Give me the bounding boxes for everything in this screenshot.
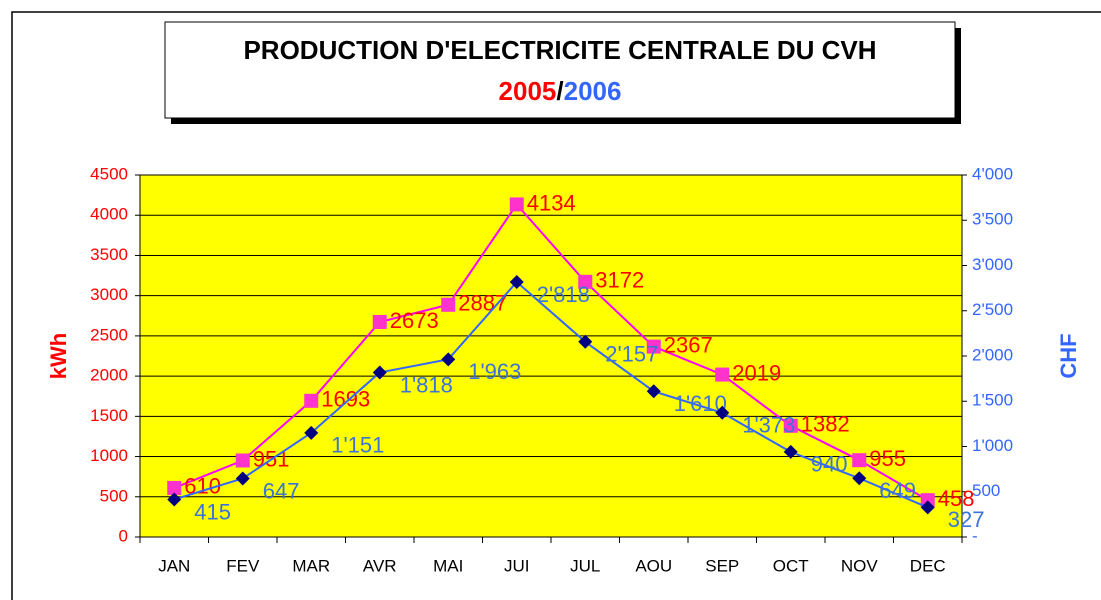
x-tick-label: FEV: [226, 556, 260, 575]
subtitle-year: 2005: [499, 76, 557, 106]
y2-tick-label: -: [972, 526, 978, 545]
marker: [783, 444, 798, 459]
chart-subtitle: 2005/2006: [499, 76, 622, 106]
data-label: 1'373: [742, 413, 795, 438]
y2-tick-label: 2'500: [972, 300, 1013, 319]
marker: [441, 297, 456, 312]
y-tick-label: 2000: [90, 366, 128, 385]
marker: [715, 367, 730, 382]
y-tick-label: 500: [100, 486, 128, 505]
data-label: 649: [879, 478, 916, 503]
marker: [783, 418, 798, 433]
marker: [235, 453, 250, 468]
marker: [372, 314, 387, 329]
marker: [852, 471, 867, 486]
marker: [578, 274, 593, 289]
data-label: 1'151: [331, 433, 384, 458]
x-tick-label: AVR: [363, 556, 397, 575]
y-tick-label: 4000: [90, 205, 128, 224]
marker: [304, 425, 319, 440]
y-tick-label: 2500: [90, 325, 128, 344]
data-label: 1693: [321, 387, 370, 412]
y-axis-label: kWh: [46, 333, 71, 379]
data-label: 955: [869, 446, 906, 471]
x-tick-label: OCT: [773, 556, 809, 575]
y-tick-label: 3000: [90, 285, 128, 304]
data-label: 2887: [458, 291, 507, 316]
data-label: 2367: [664, 332, 713, 357]
marker: [167, 492, 182, 507]
y-tick-label: 4500: [90, 164, 128, 183]
chart-title: PRODUCTION D'ELECTRICITE CENTRALE DU CVH: [243, 35, 876, 65]
x-tick-label: DEC: [910, 556, 946, 575]
subtitle-separator: /: [556, 76, 563, 106]
plot-area: [139, 174, 963, 538]
series-line: [173, 280, 929, 509]
marker: [167, 480, 182, 495]
marker: [235, 471, 250, 486]
data-label: 2673: [390, 308, 439, 333]
data-label: 4134: [527, 190, 576, 215]
data-label: 458: [938, 486, 975, 511]
x-tick-label: NOV: [841, 556, 879, 575]
marker: [646, 339, 661, 354]
y2-tick-label: 3'500: [972, 210, 1013, 229]
data-label: 2019: [732, 360, 781, 385]
y-tick-label: 1500: [90, 406, 128, 425]
y-tick-label: 1000: [90, 446, 128, 465]
data-label: 2'818: [537, 282, 590, 307]
series-line: [173, 202, 929, 502]
title-box: [164, 21, 956, 119]
subtitle-year: 2006: [564, 76, 622, 106]
data-label: 3172: [595, 268, 644, 293]
marker: [920, 500, 935, 515]
x-tick-label: JUI: [504, 556, 530, 575]
marker: [920, 493, 935, 508]
x-tick-label: JUL: [570, 556, 600, 575]
marker: [715, 405, 730, 420]
marker: [646, 384, 661, 399]
data-label: 2'157: [605, 342, 658, 367]
y2-tick-label: 500: [972, 481, 1000, 500]
y2-tick-label: 4'000: [972, 164, 1013, 183]
marker: [304, 393, 319, 408]
y-tick-label: 3500: [90, 245, 128, 264]
marker: [852, 453, 867, 468]
data-label: 1'818: [400, 372, 453, 397]
y2-tick-label: 1'500: [972, 391, 1013, 410]
data-label: 647: [263, 478, 300, 503]
y2-tick-label: 2'000: [972, 345, 1013, 364]
y-tick-label: 0: [119, 526, 128, 545]
y2-axis-label: CHF: [1056, 333, 1081, 378]
x-tick-label: JAN: [158, 556, 190, 575]
marker: [578, 334, 593, 349]
data-label: 1'963: [468, 359, 521, 384]
y2-tick-label: 1'000: [972, 436, 1013, 455]
x-tick-label: AOU: [635, 556, 672, 575]
x-tick-label: MAI: [433, 556, 463, 575]
x-tick-label: MAR: [292, 556, 330, 575]
marker: [372, 365, 387, 380]
data-label: 1382: [801, 412, 850, 437]
data-label: 415: [194, 499, 231, 524]
x-tick-label: SEP: [705, 556, 739, 575]
data-label: 940: [811, 452, 848, 477]
data-label: 327: [948, 507, 985, 532]
marker: [509, 197, 524, 212]
marker: [509, 274, 524, 289]
y2-tick-label: 3'000: [972, 255, 1013, 274]
marker: [441, 352, 456, 367]
